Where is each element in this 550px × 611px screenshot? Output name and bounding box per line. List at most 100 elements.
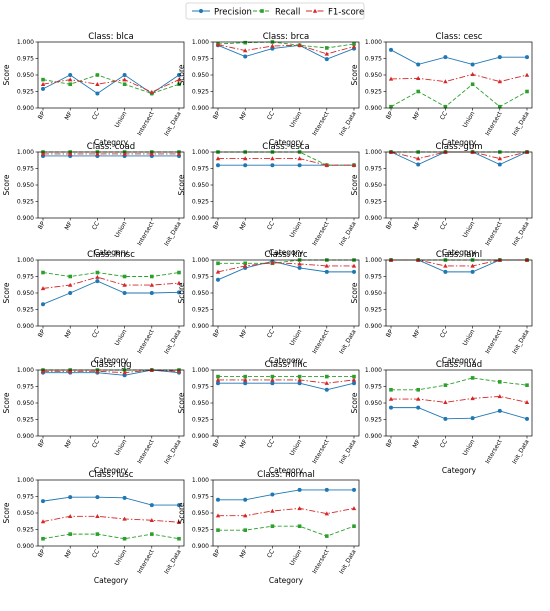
series-recall — [216, 150, 356, 167]
data-point — [416, 162, 421, 167]
data-point — [324, 57, 329, 62]
series-recall — [41, 270, 181, 279]
data-point — [416, 89, 420, 94]
x-tick-label: Intersect — [136, 328, 156, 355]
x-tick-label: Union — [289, 220, 304, 239]
x-tick-label: Init_Data — [163, 110, 183, 137]
x-tick-label: BP — [385, 328, 395, 339]
y-tick-label: 1.000 — [17, 477, 34, 484]
series-line — [217, 44, 355, 55]
series-f1-score — [40, 77, 182, 94]
x-tick-label: Intersect — [484, 328, 504, 355]
data-point — [68, 514, 73, 518]
axes-frame — [37, 151, 185, 219]
x-tick-label: BP — [385, 438, 395, 449]
data-point — [215, 156, 221, 161]
y-tick-label: 0.975 — [17, 56, 34, 63]
y-tick-label: 1.000 — [17, 149, 34, 156]
subplot-cesc: Class: cesc 0.900 0.925 0.950 0.975 1.000 Scor… — [350, 32, 533, 147]
x-tick-label: MF — [239, 110, 250, 121]
axes-frame — [37, 479, 185, 547]
data-point — [497, 156, 502, 161]
series-f1-score — [40, 514, 182, 524]
plot-area — [215, 258, 357, 282]
x-tick-label: BP — [212, 220, 222, 231]
data-point — [497, 394, 502, 399]
data-point — [297, 524, 302, 528]
data-point — [95, 73, 100, 77]
data-point — [150, 274, 154, 279]
y-tick-label: 1.000 — [192, 477, 209, 484]
y-tick-label: 0.950 — [192, 290, 209, 297]
series-line — [390, 151, 528, 166]
y-tick-label: 0.925 — [192, 527, 209, 534]
y-tick-label: 0.925 — [365, 89, 382, 96]
subplot-blca: Class: blca 0.900 0.925 0.950 0.975 1.000 Scor… — [2, 32, 185, 147]
y-tick-label: 1.000 — [192, 149, 209, 156]
data-point — [297, 43, 302, 47]
data-point — [122, 495, 127, 500]
axes-frame — [212, 41, 360, 109]
plot-area — [215, 150, 357, 168]
x-tick-label: Init_Data — [163, 328, 183, 355]
data-point — [388, 76, 394, 81]
y-tick-label: 0.900 — [365, 215, 382, 222]
data-point — [270, 492, 275, 497]
plot-area — [40, 270, 182, 307]
x-tick-label: CC — [266, 221, 276, 232]
plot-area — [215, 487, 357, 538]
data-point — [243, 156, 248, 161]
data-point — [177, 270, 181, 275]
y-tick-label: 0.900 — [192, 105, 209, 112]
subplot-title: Class: coad — [87, 142, 135, 152]
series-f1-score — [215, 42, 357, 56]
x-tick-label: Intersect — [136, 110, 156, 137]
x-tick-label: MF — [64, 110, 75, 121]
y-axis-label: Score — [177, 502, 186, 523]
subplot-hnsc: Class: hnsc 0.900 0.925 0.950 0.975 1.000 Scor… — [2, 250, 185, 365]
y-tick-label: 0.925 — [192, 417, 209, 424]
data-point — [297, 377, 302, 382]
data-point — [95, 279, 100, 284]
data-point — [525, 55, 529, 60]
data-point — [122, 82, 127, 87]
subplot-title: Class: kirc — [264, 250, 308, 260]
subplot-luad: Class: luad 0.900 0.925 0.950 0.975 1.000 Scor… — [350, 360, 533, 475]
series-line — [217, 262, 354, 273]
data-point — [443, 104, 448, 109]
data-point — [416, 388, 420, 392]
y-tick-label: 0.950 — [17, 510, 34, 517]
subplot-normal: Class: normal 0.900 0.925 0.950 0.975 1.000 Sc… — [177, 470, 360, 585]
data-point — [525, 383, 529, 387]
series-line — [218, 158, 354, 166]
subplot-brca: Class: brca 0.900 0.925 0.950 0.975 1.000 Scor… — [177, 32, 360, 147]
y-tick-label: 0.925 — [17, 199, 34, 206]
series-line — [218, 382, 355, 391]
data-point — [324, 162, 329, 167]
axes-frame — [37, 41, 185, 109]
y-tick-label: 1.000 — [17, 367, 34, 374]
x-tick-label: Intersect — [484, 110, 504, 137]
data-point — [351, 44, 357, 49]
data-point — [149, 89, 154, 94]
data-point — [388, 396, 394, 401]
y-axis-label: Score — [350, 282, 359, 303]
y-tick-label: 0.925 — [17, 89, 34, 96]
data-point — [177, 290, 181, 295]
y-tick-label: 0.950 — [192, 182, 209, 189]
subplot-title: Class: blca — [88, 32, 134, 42]
data-point — [352, 374, 356, 379]
legend-entry-f1-score: F1-score — [306, 8, 364, 18]
subplot-lgg: Class: lgg 0.900 0.925 0.950 0.975 1.000 Score… — [2, 360, 185, 475]
x-tick-label: BP — [37, 548, 47, 559]
x-tick-label: Intersect — [136, 220, 156, 247]
y-tick-label: 0.950 — [17, 72, 34, 79]
series-precision — [41, 279, 181, 307]
data-point — [443, 383, 448, 387]
data-point — [177, 503, 181, 508]
x-axis-label: Category — [94, 138, 129, 147]
series-line — [42, 533, 180, 540]
axes-frame — [212, 369, 360, 437]
y-tick-label: 0.950 — [192, 400, 209, 407]
